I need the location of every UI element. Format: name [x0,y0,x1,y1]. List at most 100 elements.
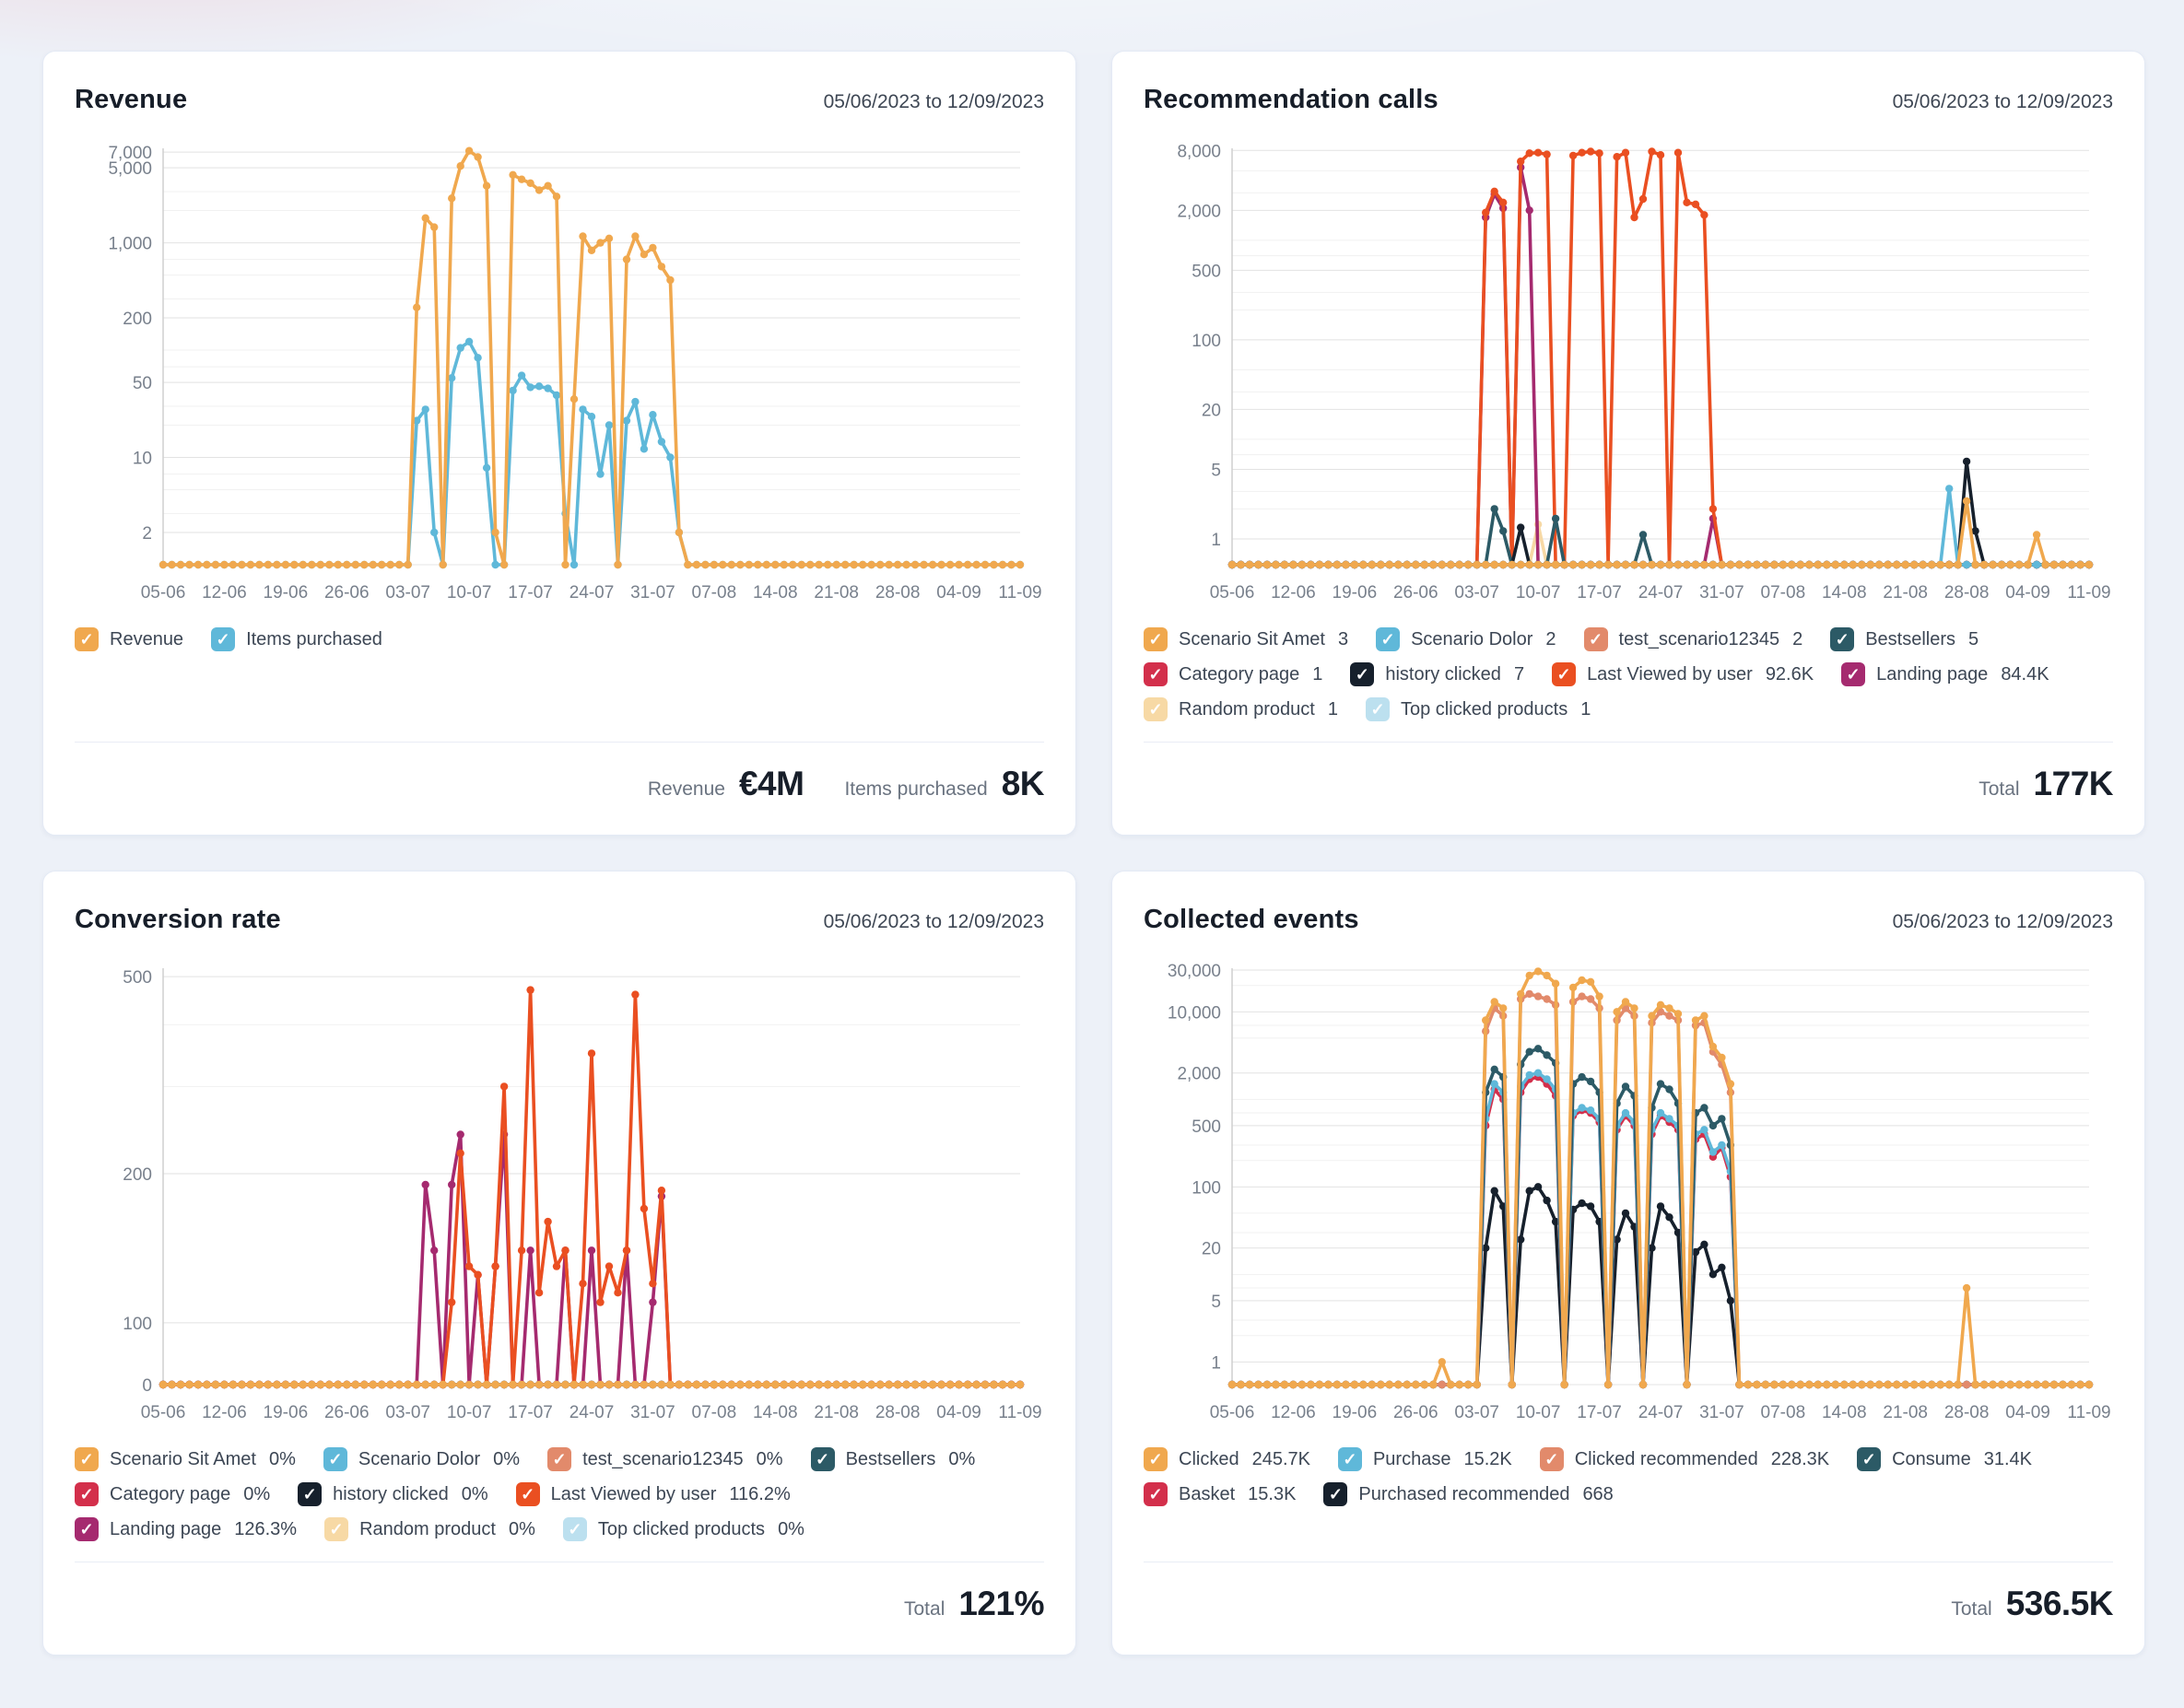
checkbox-scenario-dolor[interactable] [323,1447,347,1471]
total-label: Total [1979,778,2020,800]
legend-item-category-page[interactable]: Category page 0% [75,1482,270,1506]
svg-text:26-06: 26-06 [1393,583,1438,602]
svg-text:03-07: 03-07 [1454,583,1499,602]
legend-item-last-viewed-by-user[interactable]: Last Viewed by user 116.2% [515,1482,791,1506]
total-value: 177K [2033,765,2114,802]
legend-item-last-viewed-by-user[interactable]: Last Viewed by user 92.6K [1552,662,1814,686]
checkbox-history-clicked[interactable] [1350,662,1375,686]
legend-label: history clicked [1385,663,1501,684]
svg-text:28-08: 28-08 [875,583,921,602]
legend-item-category-page[interactable]: Category page 1 [1144,662,1322,686]
svg-text:14-08: 14-08 [753,1403,798,1422]
checkbox-clicked[interactable] [1144,1447,1168,1471]
legend-label: Clicked [1179,1448,1239,1469]
legend-item-history-clicked[interactable]: history clicked 7 [1350,662,1524,686]
legend-item-bestsellers[interactable]: Bestsellers 5 [1830,627,1979,651]
checkbox-random-product[interactable] [324,1517,349,1541]
legend-item-revenue[interactable]: Revenue [75,627,183,651]
legend-item-clicked[interactable]: Clicked 245.7K [1144,1447,1310,1471]
svg-text:12-06: 12-06 [202,583,247,602]
svg-text:19-06: 19-06 [264,583,309,602]
legend-item-history-clicked[interactable]: history clicked 0% [298,1482,488,1506]
svg-text:03-07: 03-07 [1454,1403,1499,1422]
checkbox-scenario-sit-amet[interactable] [75,1447,99,1471]
svg-text:2: 2 [142,524,152,544]
legend-label: Category page [1179,663,1300,684]
svg-text:28-08: 28-08 [875,1403,921,1422]
total-label: Items purchased [844,778,988,800]
legend-item-top-clicked-products[interactable]: Top clicked products 0% [562,1517,804,1541]
checkbox-landing-page[interactable] [1841,662,1866,686]
legend-value: 0% [508,1518,535,1539]
total-value: 121% [958,1585,1044,1622]
legend-label: test_scenario12345 [582,1448,744,1469]
checkbox-purchase[interactable] [1337,1447,1362,1471]
legend-item-items-purchased[interactable]: Items purchased [211,627,382,651]
checkbox-bestsellers[interactable] [1830,627,1855,651]
checkbox-clicked-recommended[interactable] [1539,1447,1564,1471]
legend-item-random-product[interactable]: Random product 1 [1144,697,1338,721]
checkbox-history-clicked[interactable] [298,1482,323,1506]
checkbox-category-page[interactable] [1144,662,1168,686]
legend-item-random-product[interactable]: Random product 0% [324,1517,535,1541]
legend-value: 0% [778,1518,804,1539]
legend-value: 0% [243,1483,271,1504]
legend-item-consume[interactable]: Consume 31.4K [1857,1447,2032,1471]
checkbox-category-page[interactable] [75,1482,99,1506]
card-revenue: Revenue 05/06/2023 to 12/09/2023 7,000 5,… [42,51,1076,836]
checkbox-test-scenario12345[interactable] [1583,627,1608,651]
legend-row: Random product 1 Top clicked products 1 [1144,697,2113,721]
legend-item-bestsellers[interactable]: Bestsellers 0% [810,1447,975,1471]
checkbox-top-clicked-products[interactable] [1366,697,1390,721]
legend-item-landing-page[interactable]: Landing page 84.4K [1841,662,2049,686]
legend-item-purchase[interactable]: Purchase 15.2K [1337,1447,1512,1471]
legend-value: 0% [461,1483,488,1504]
legend-row: Revenue Items purchased [75,627,1044,651]
checkbox-purchased-recommended[interactable] [1323,1482,1348,1506]
checkbox-scenario-sit-amet[interactable] [1144,627,1168,651]
checkbox-random-product[interactable] [1144,697,1168,721]
legend-value: 31.4K [1983,1448,2032,1469]
checkbox-last-viewed-by-user[interactable] [515,1482,540,1506]
legend-value: 7 [1513,663,1525,684]
checkbox-bestsellers[interactable] [810,1447,835,1471]
svg-text:05-06: 05-06 [141,583,186,602]
checkbox-landing-page[interactable] [75,1517,99,1541]
card-revenue-header: Revenue 05/06/2023 to 12/09/2023 [75,85,1044,115]
svg-text:500: 500 [123,968,152,988]
svg-text:17-07: 17-07 [1577,583,1622,602]
checkbox-top-clicked-products[interactable] [562,1517,587,1541]
legend-item-scenario-dolor[interactable]: Scenario Dolor 2 [1376,627,1556,651]
legend-value: 1 [1327,698,1338,719]
svg-text:07-08: 07-08 [692,583,737,602]
svg-text:05-06: 05-06 [1210,583,1255,602]
checkbox-last-viewed-by-user[interactable] [1552,662,1577,686]
checkbox-revenue[interactable] [75,627,99,651]
legend-item-test-scenario12345[interactable]: test_scenario12345 0% [547,1447,783,1471]
legend-item-basket[interactable]: Basket 15.3K [1144,1482,1296,1506]
legend-item-clicked-recommended[interactable]: Clicked recommended 228.3K [1539,1447,1829,1471]
svg-text:100: 100 [1192,332,1221,351]
legend-item-purchased-recommended[interactable]: Purchased recommended 668 [1323,1482,1614,1506]
checkbox-items-purchased[interactable] [211,627,236,651]
legend-item-test-scenario12345[interactable]: test_scenario12345 2 [1583,627,1802,651]
legend-value: 2 [1545,628,1556,649]
legend-label: history clicked [333,1483,449,1504]
legend-item-scenario-sit-amet[interactable]: Scenario Sit Amet 0% [75,1447,296,1471]
legend-value: 3 [1337,628,1349,649]
legend-item-scenario-sit-amet[interactable]: Scenario Sit Amet 3 [1144,627,1348,651]
checkbox-consume[interactable] [1857,1447,1882,1471]
legend-row: Basket 15.3K Purchased recommended 668 [1144,1482,2113,1506]
svg-text:7,000: 7,000 [108,144,152,163]
svg-text:12-06: 12-06 [1271,583,1316,602]
legend-item-top-clicked-products[interactable]: Top clicked products 1 [1366,697,1591,721]
card-collected-events-header: Collected events 05/06/2023 to 12/09/202… [1144,905,2113,935]
checkbox-test-scenario12345[interactable] [547,1447,572,1471]
checkbox-basket[interactable] [1144,1482,1168,1506]
legend-item-scenario-dolor[interactable]: Scenario Dolor 0% [323,1447,520,1471]
card-conversion-rate: Conversion rate 05/06/2023 to 12/09/2023… [42,871,1076,1655]
legend-item-landing-page[interactable]: Landing page 126.3% [75,1517,297,1541]
checkbox-scenario-dolor[interactable] [1376,627,1401,651]
legend-value: 245.7K [1251,1448,1310,1469]
